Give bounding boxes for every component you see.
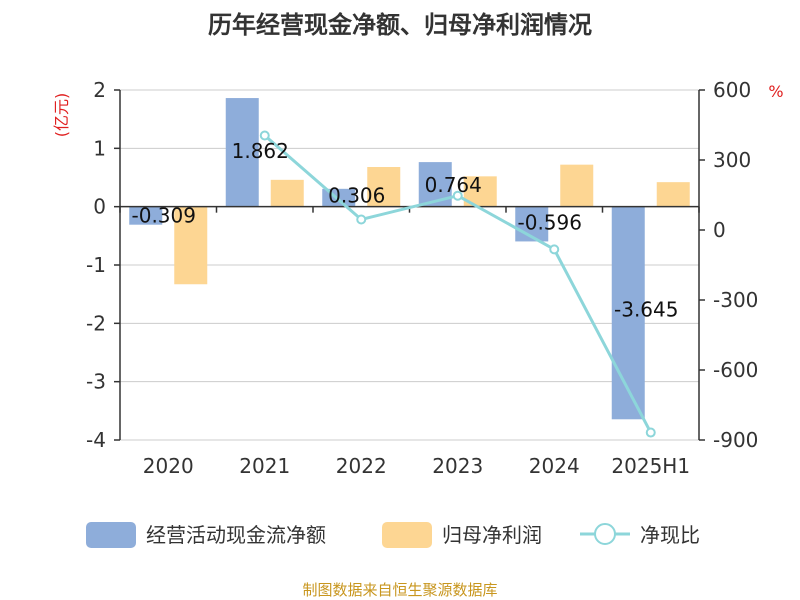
- cash-flow-data-label: 0.764: [425, 173, 482, 197]
- left-tick-label: -1: [86, 253, 106, 277]
- x-tick-label: 2020: [143, 454, 194, 478]
- x-tick-label: 2022: [336, 454, 387, 478]
- left-tick-label: -3: [86, 370, 106, 394]
- net-profit-bar: [367, 167, 401, 207]
- cash-flow-bar: [225, 98, 259, 207]
- ratio-point: [259, 130, 270, 141]
- cash-flow-data-label: 1.862: [232, 139, 289, 163]
- right-tick-label: 300: [713, 148, 751, 172]
- cash-flow-bar: [611, 206, 645, 420]
- left-tick-label: -2: [86, 311, 106, 335]
- net-profit-bar: [560, 164, 594, 207]
- x-tick-label: 2024: [529, 454, 580, 478]
- ratio-point: [452, 190, 463, 201]
- legend-ratio-swatch-marker: [594, 523, 616, 545]
- cash-flow-data-label: 0.306: [328, 184, 385, 208]
- left-tick-label: -4: [86, 428, 106, 452]
- legend-net-profit-label: 归母净利润: [442, 523, 542, 547]
- right-tick-label: -300: [713, 288, 758, 312]
- cash-flow-data-label: -3.645: [614, 298, 678, 322]
- left-axis-unit: (亿元): [52, 93, 71, 138]
- ratio-point: [645, 427, 656, 438]
- x-tick-label: 2025H1: [611, 454, 690, 478]
- net-profit-bar: [656, 182, 690, 207]
- net-profit-bar: [174, 206, 208, 285]
- right-tick-label: -600: [713, 358, 758, 382]
- ratio-point: [356, 214, 367, 225]
- x-tick-label: 2023: [432, 454, 483, 478]
- left-tick-label: 2: [93, 78, 106, 102]
- ratio-line-layer: [259, 130, 656, 438]
- data-labels: -0.309 1.862 0.306 0.764 -0.596 -3.645: [132, 139, 679, 322]
- left-tick-label: 0: [93, 195, 106, 219]
- chart-title: 历年经营现金净额、归母净利润情况: [208, 11, 592, 39]
- ratio-point: [549, 244, 560, 255]
- right-axis-unit: %: [768, 82, 783, 101]
- right-tick-label: -900: [713, 428, 758, 452]
- legend-cash-flow-label: 经营活动现金流净额: [146, 523, 326, 547]
- legend-ratio-label: 净现比: [640, 523, 700, 547]
- cash-flow-data-label: -0.596: [518, 211, 582, 235]
- legend-net-profit-swatch: [382, 522, 432, 548]
- left-tick-label: 1: [93, 136, 106, 160]
- bars: [129, 98, 690, 420]
- right-tick-label: 0: [713, 218, 726, 242]
- source-note: 制图数据来自恒生聚源数据库: [302, 581, 497, 599]
- net-profit-bar: [270, 179, 304, 207]
- right-tick-label: 600: [713, 78, 751, 102]
- legend: 经营活动现金流净额 归母净利润 净现比: [86, 522, 700, 548]
- legend-cash-flow-swatch: [86, 522, 136, 548]
- cash-flow-data-label: -0.309: [132, 204, 196, 228]
- x-tick-label: 2021: [239, 454, 290, 478]
- tick-labels: 2 1 0 -1 -2 -3 -4 600 300 0 -300 -600 -900 2020 2021 20…: [86, 78, 758, 478]
- cash-flow-bar: [129, 206, 163, 225]
